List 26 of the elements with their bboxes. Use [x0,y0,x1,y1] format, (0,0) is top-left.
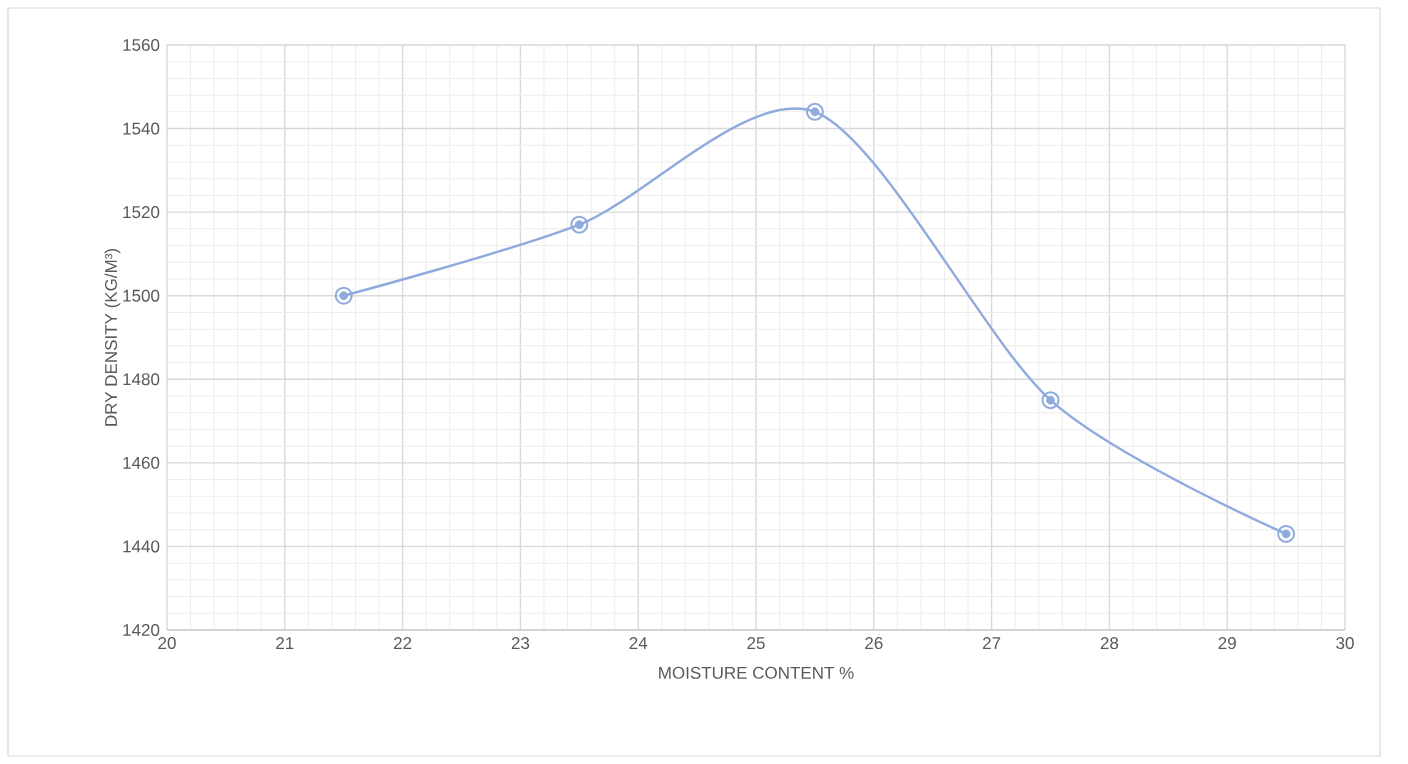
point [1041,391,1060,410]
x-tick-label: 22 [394,637,412,649]
y-tick-label: 1500 [123,289,160,302]
x-tick-label: 23 [511,637,530,650]
x-tick-label: 24 [629,637,648,649]
y-tick-label: 1420 [123,623,160,636]
point [805,102,824,121]
x-tick-label: 29 [1218,637,1236,650]
x-tick-label: 20 [158,637,176,650]
y-tick-label: 1520 [123,206,160,219]
y-tick-label: 1560 [123,38,160,51]
y-axis-title: DRY DENSITY (KG/M³) [104,248,121,426]
x-tick-label: 21 [276,637,294,649]
point [334,286,353,305]
y-tick-label: 1440 [123,540,160,553]
point [1277,524,1296,543]
x-tick-label: 28 [1100,637,1119,650]
y-tick-label: 1540 [123,122,160,135]
x-tick-label: 25 [747,637,765,650]
point [570,215,589,234]
x-tick-label: 27 [983,637,1001,649]
y-tick-label: 1460 [123,456,160,469]
x-tick-label: 30 [1336,637,1354,650]
x-tick-label: 26 [865,637,883,650]
y-tick-label: 1480 [123,373,160,386]
x-axis-title: MOISTURE CONTENT % [659,666,854,679]
